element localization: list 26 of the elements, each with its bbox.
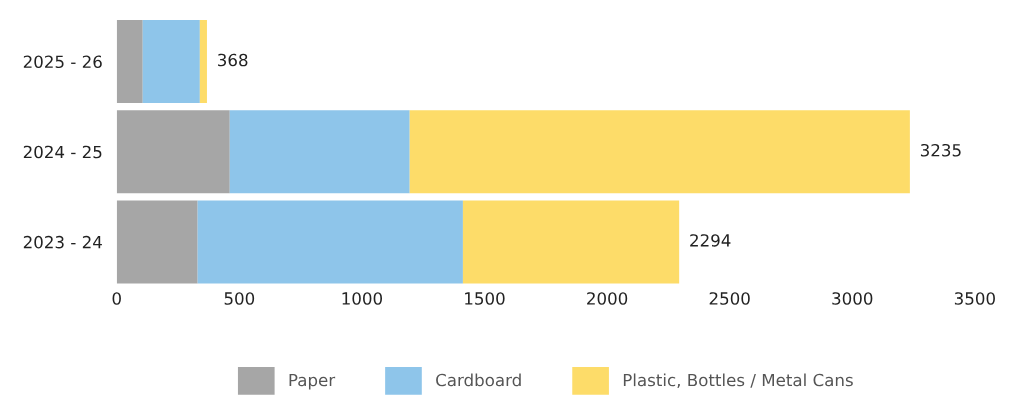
bar — [462, 200, 680, 284]
y-tick-label: 2023 - 24 — [23, 235, 102, 249]
bar — [116, 20, 143, 103]
legend-label: Plastic, Bottles / Metal Cans — [623, 373, 853, 389]
x-tick-label: 1500 — [465, 292, 505, 305]
bar — [229, 110, 410, 194]
x-tick-label: 2000 — [587, 292, 628, 305]
total-label: 2294 — [690, 234, 731, 247]
x-tick-label: 2500 — [709, 292, 750, 305]
y-tick-label: 2025 - 26 — [23, 55, 102, 69]
x-tick-label: 3500 — [954, 292, 995, 305]
bar — [116, 110, 230, 194]
x-tick-label: 500 — [224, 292, 255, 305]
bar — [142, 20, 200, 103]
bar — [409, 110, 910, 194]
x-tick-label: 0 — [112, 292, 121, 305]
bar — [197, 200, 463, 284]
total-label: 3235 — [920, 143, 961, 157]
legend-label: Cardboard — [436, 373, 521, 387]
legend-label: Paper — [289, 373, 336, 390]
y-tick-label: 2024 - 25 — [23, 145, 102, 159]
bar — [116, 200, 198, 284]
total-label: 368 — [218, 53, 248, 67]
x-tick-label: 1000 — [342, 292, 383, 305]
x-tick-label: 3000 — [832, 292, 873, 305]
bar — [199, 20, 207, 103]
